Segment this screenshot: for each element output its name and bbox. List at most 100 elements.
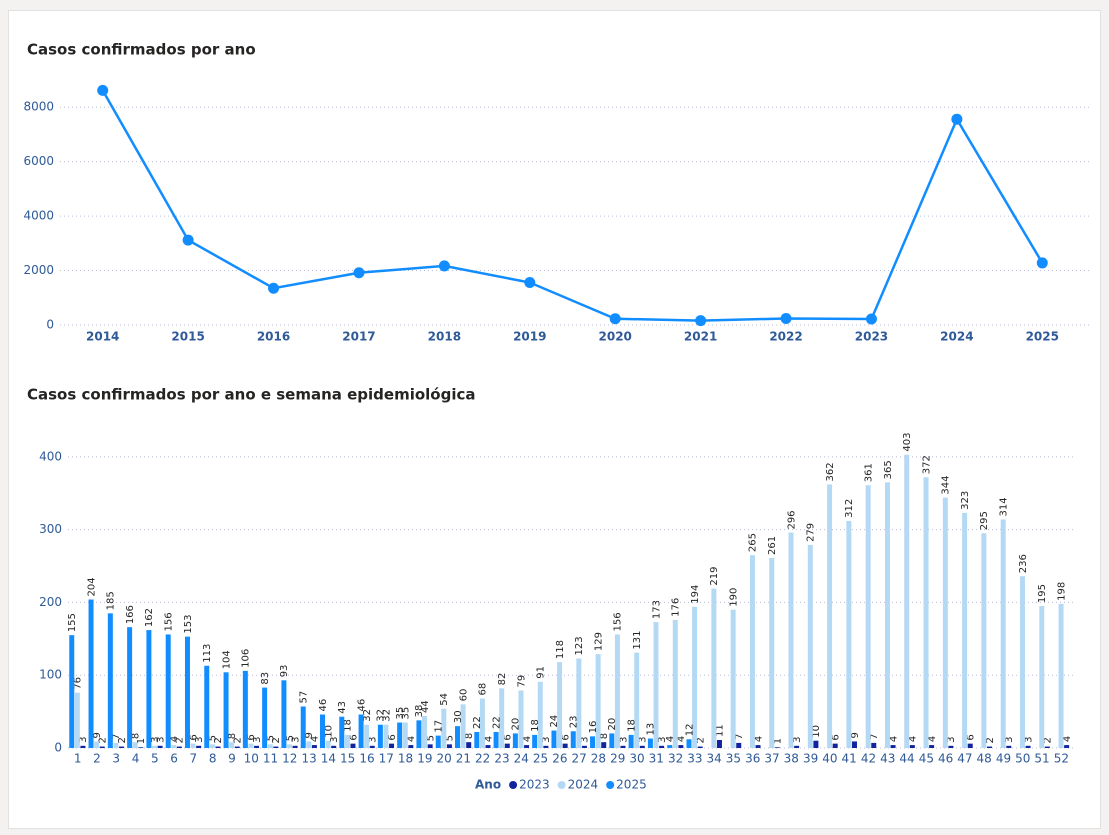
x-tick-label: 10 — [244, 752, 259, 766]
data-label: 1 — [136, 738, 147, 744]
bar — [832, 743, 838, 748]
bar — [557, 662, 563, 748]
bar — [570, 731, 576, 748]
bar — [711, 588, 717, 748]
data-label: 2 — [233, 737, 244, 743]
bar — [474, 731, 480, 748]
x-tick-label: 16 — [359, 752, 374, 766]
x-tick-label: 2020 — [599, 330, 632, 344]
data-label: 2 — [213, 737, 224, 743]
data-label: 3 — [638, 736, 649, 742]
bar — [254, 745, 260, 748]
data-label: 156 — [163, 612, 174, 631]
y-tick-label: 4000 — [23, 209, 54, 223]
x-tick-label: 2018 — [428, 330, 461, 344]
data-label: 8 — [227, 733, 238, 739]
point — [268, 282, 280, 294]
x-tick-label: 7 — [190, 752, 198, 766]
x-tick-label: 2019 — [513, 330, 546, 344]
bar — [281, 680, 287, 748]
data-label: 3 — [618, 736, 629, 742]
data-label: 38 — [414, 705, 425, 718]
point — [524, 277, 536, 289]
x-tick-label: 44 — [899, 752, 914, 766]
x-tick-label: 52 — [1054, 752, 1069, 766]
bar — [408, 745, 414, 748]
bar — [653, 622, 659, 748]
data-label: 8 — [464, 733, 475, 739]
bar — [827, 484, 833, 748]
x-tick-label: 3 — [112, 752, 120, 766]
x-tick-label: 2014 — [86, 330, 119, 344]
data-label: 4 — [665, 736, 676, 742]
x-tick-label: 30 — [629, 752, 644, 766]
data-label: 198 — [1056, 582, 1067, 601]
bar — [435, 735, 441, 748]
bar — [215, 746, 221, 748]
x-tick-label: 19 — [417, 752, 432, 766]
y-tick-label: 400 — [39, 449, 62, 463]
data-label: 18 — [343, 719, 354, 732]
data-label: 265 — [748, 533, 759, 552]
bar — [165, 634, 171, 748]
data-label: 106 — [241, 649, 252, 668]
bar — [287, 744, 293, 748]
bar — [320, 714, 325, 748]
data-label: 18 — [626, 719, 637, 732]
data-label: 35 — [401, 707, 412, 720]
bar — [794, 745, 800, 748]
y-tick-label: 300 — [39, 522, 62, 536]
bar — [736, 742, 742, 748]
x-tick-label: 50 — [1015, 752, 1030, 766]
bar — [80, 745, 86, 748]
y-tick-label: 2000 — [23, 263, 54, 277]
data-label: 5 — [266, 735, 277, 741]
bar — [273, 746, 279, 748]
data-label: 4 — [406, 736, 417, 742]
data-label: 118 — [555, 640, 566, 659]
data-label: 362 — [825, 462, 836, 481]
data-label: 3 — [541, 736, 552, 742]
data-label: 204 — [86, 577, 97, 596]
bar — [774, 747, 780, 748]
point — [182, 234, 194, 246]
bar — [628, 734, 634, 748]
bar — [107, 613, 113, 748]
bar — [479, 698, 485, 748]
data-label: 176 — [671, 598, 682, 617]
x-tick-label: 42 — [861, 752, 876, 766]
data-label: 16 — [588, 721, 599, 734]
x-tick-label: 47 — [957, 752, 972, 766]
data-label: 60 — [458, 689, 469, 702]
legend-label: 2023 — [519, 778, 550, 792]
bar — [942, 497, 948, 748]
x-tick-label: 45 — [919, 752, 934, 766]
bar — [339, 716, 345, 748]
bar — [358, 714, 364, 748]
bar — [601, 742, 607, 748]
data-label: 279 — [806, 523, 817, 542]
bar — [344, 734, 350, 748]
x-tick-label: 2024 — [940, 330, 973, 344]
x-tick-label: 34 — [707, 752, 722, 766]
bar — [1064, 745, 1070, 748]
data-label: 173 — [651, 600, 662, 619]
legend-title: Ano — [475, 778, 501, 792]
bar — [229, 742, 235, 748]
bar — [749, 555, 755, 748]
data-label: 32 — [376, 709, 387, 722]
bar — [1025, 745, 1031, 748]
data-label: 4 — [522, 736, 533, 742]
data-label: 2 — [175, 737, 186, 743]
y-tick-label: 0 — [54, 741, 62, 755]
data-label: 20 — [511, 718, 522, 731]
bar — [397, 722, 403, 748]
bar — [427, 744, 433, 748]
x-tick-label: 37 — [764, 752, 779, 766]
point — [695, 315, 707, 327]
bar — [1058, 603, 1064, 748]
data-label: 3 — [290, 736, 301, 742]
data-label: 22 — [491, 716, 502, 729]
data-label: 12 — [684, 724, 695, 737]
data-label: 24 — [549, 715, 560, 728]
